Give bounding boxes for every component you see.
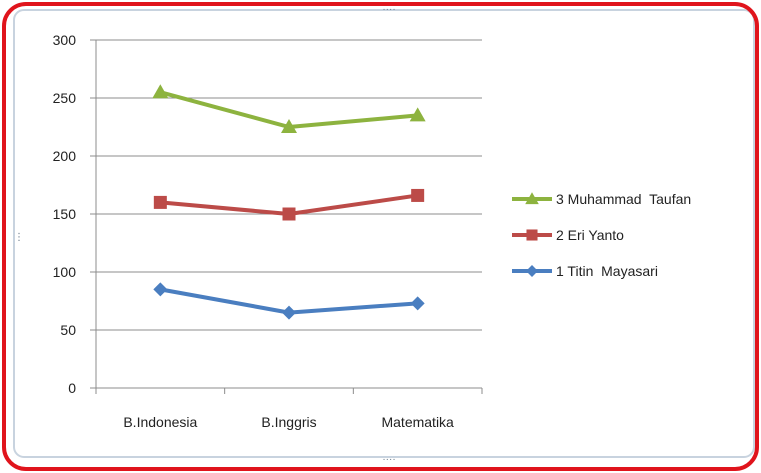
y-tick-label: 100: [53, 264, 77, 280]
resize-handle-bottom[interactable]: ····: [382, 454, 395, 465]
x-tick-label: B.Inggris: [261, 414, 316, 430]
data-point: [409, 107, 426, 122]
data-point: [281, 119, 297, 133]
legend-marker: [526, 265, 538, 277]
legend-label: 2 Eri Yanto: [556, 227, 624, 243]
x-tick-label: B.Indonesia: [123, 414, 197, 430]
chart-area-border: [13, 9, 755, 458]
resize-handle-top[interactable]: ····: [382, 4, 395, 15]
data-point: [153, 282, 168, 297]
data-point: [152, 84, 169, 99]
legend-label: 3 Muhammad Taufan: [556, 191, 691, 207]
y-tick-label: 250: [53, 90, 77, 106]
y-tick-label: 50: [60, 322, 76, 338]
y-axis-tick-labels: 0 50 100 150 200 250 300: [53, 32, 77, 396]
y-tick-label: 150: [53, 206, 77, 222]
legend-marker: [526, 229, 538, 241]
legend-marker: [525, 192, 539, 205]
data-point: [282, 207, 296, 221]
y-tick-label: 200: [53, 148, 77, 164]
y-tick-label: 300: [53, 32, 77, 48]
x-tick-label: Matematika: [381, 414, 454, 430]
resize-handle-left[interactable]: ⋮: [14, 232, 24, 243]
x-axis-tick-labels: B.Indonesia B.Inggris Matematika: [123, 414, 454, 430]
data-point: [411, 188, 425, 202]
axes: [90, 39, 483, 394]
data-point: [153, 195, 167, 209]
legend: 3 Muhammad Taufan 2 Eri Yanto 1 Titin Maya…: [512, 191, 691, 279]
data-point: [282, 305, 296, 320]
y-tick-label: 0: [68, 380, 76, 396]
plot-series: [152, 84, 426, 320]
legend-label: 1 Titin Mayasari: [556, 263, 658, 279]
data-point: [410, 296, 425, 311]
